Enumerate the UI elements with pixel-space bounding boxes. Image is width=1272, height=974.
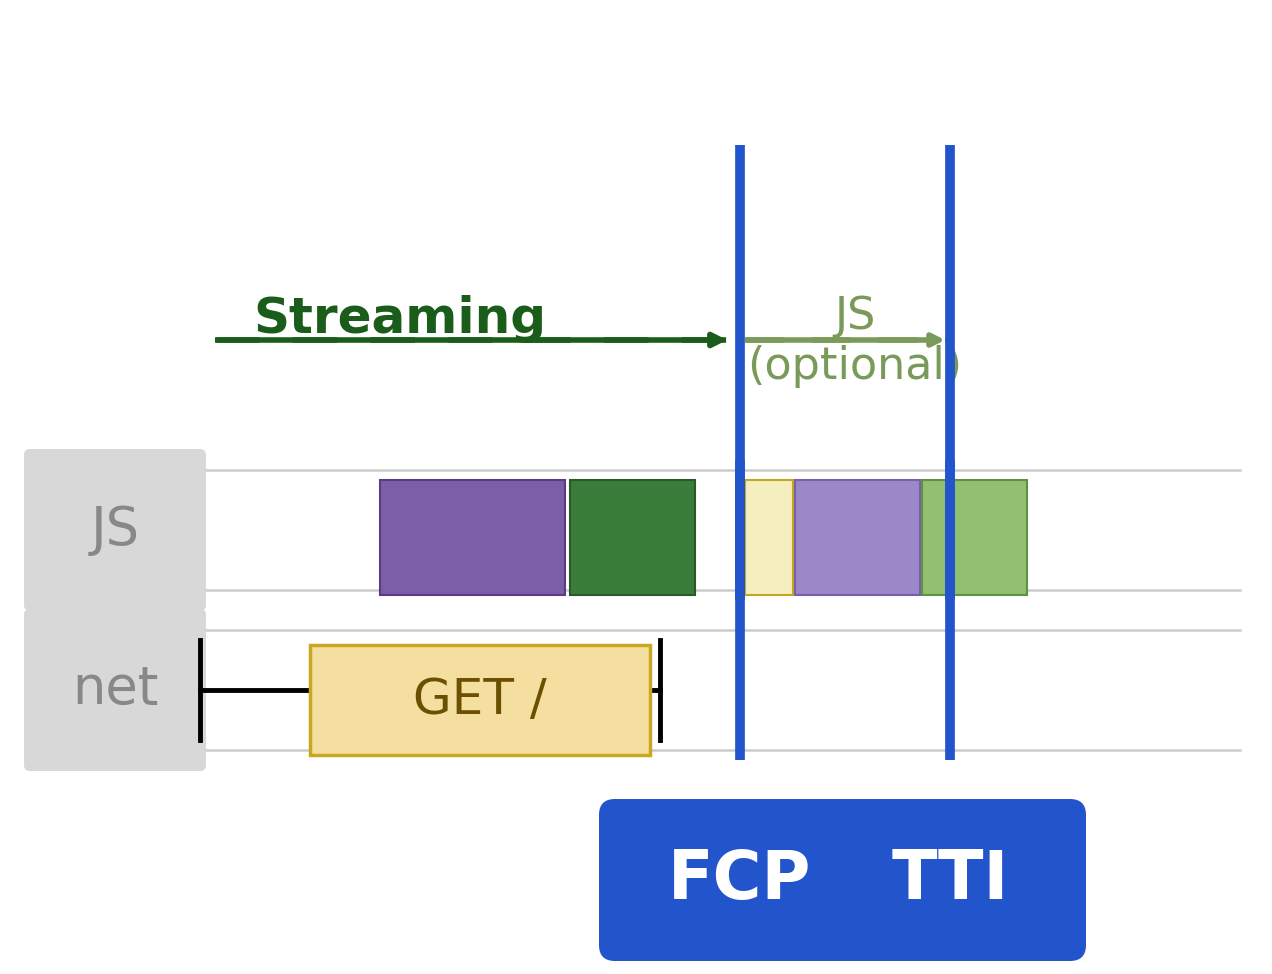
Text: net: net (71, 664, 158, 716)
FancyBboxPatch shape (570, 480, 695, 595)
Text: TTI: TTI (892, 847, 1009, 913)
Text: JS
(optional): JS (optional) (748, 295, 963, 388)
FancyBboxPatch shape (795, 480, 920, 595)
Text: JS: JS (90, 504, 140, 556)
Text: Streaming: Streaming (253, 295, 547, 343)
Text: FCP: FCP (668, 847, 812, 913)
FancyBboxPatch shape (922, 480, 1027, 595)
FancyBboxPatch shape (745, 480, 792, 595)
FancyBboxPatch shape (814, 799, 1086, 961)
Text: GET /: GET / (413, 676, 547, 724)
FancyBboxPatch shape (380, 480, 565, 595)
FancyBboxPatch shape (24, 449, 206, 611)
FancyBboxPatch shape (599, 799, 881, 961)
FancyBboxPatch shape (310, 645, 650, 755)
FancyBboxPatch shape (24, 609, 206, 771)
